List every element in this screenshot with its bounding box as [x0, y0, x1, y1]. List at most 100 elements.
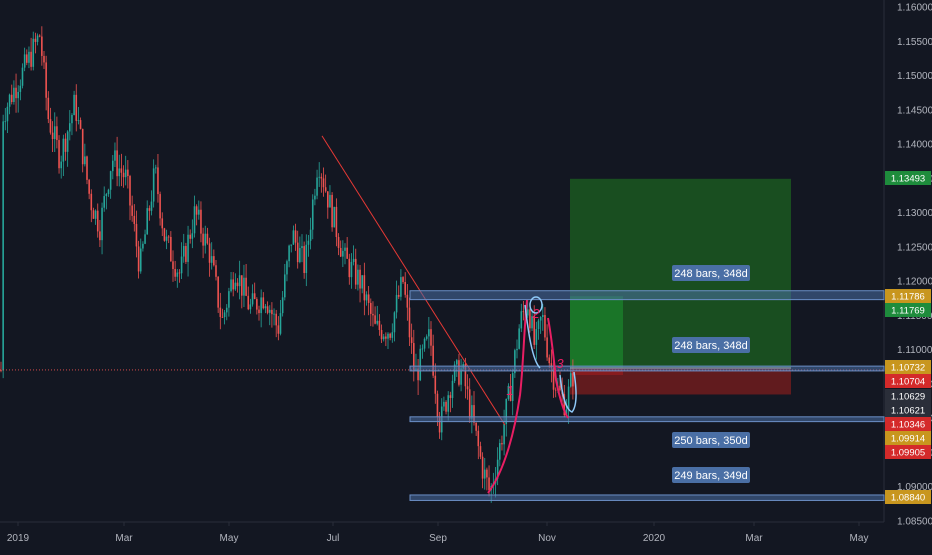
candle-body: [552, 367, 555, 390]
candle-body: [505, 398, 508, 425]
candles: [0, 26, 574, 503]
price-badge: [885, 445, 931, 459]
candle-body: [148, 208, 151, 211]
candle-body: [483, 469, 486, 479]
candle-body: [529, 309, 531, 329]
x-tick-label: Jul: [327, 533, 340, 544]
candle-body: [155, 167, 157, 169]
candle-body: [475, 422, 477, 431]
candle-body: [522, 311, 525, 313]
candle-body: [161, 218, 164, 229]
candle-body: [75, 94, 78, 121]
price-badge-label: 1.13493: [891, 174, 925, 185]
candle-body: [436, 393, 439, 417]
candle-body: [496, 459, 499, 479]
candle-body: [86, 156, 88, 180]
x-tick-label: May: [220, 533, 239, 544]
price-badge-label: 1.11786: [891, 292, 925, 303]
candle-body: [337, 237, 340, 248]
candle-body: [60, 161, 62, 169]
candle-body: [66, 131, 69, 152]
candle-body: [511, 373, 514, 401]
markup-circle: [529, 296, 543, 314]
candle-body: [376, 320, 379, 324]
candle-body: [348, 258, 351, 278]
candle-body: [10, 94, 13, 103]
price-badge: [885, 403, 931, 417]
candle-body: [96, 210, 99, 232]
candle-body: [49, 119, 52, 133]
zone-label: 248 bars, 348d: [674, 340, 747, 352]
markup-number: 1: [506, 383, 513, 398]
candle-body: [402, 277, 404, 283]
candle-body: [299, 248, 301, 263]
candle-body: [288, 245, 290, 262]
candle-body: [387, 333, 389, 339]
candle-body: [139, 248, 142, 272]
candle-body: [234, 282, 237, 290]
candle-body: [363, 275, 366, 301]
markup-curve: [559, 371, 577, 413]
x-tick-label: Sep: [429, 533, 447, 544]
price-badge: [885, 431, 931, 445]
candle-body: [550, 363, 553, 368]
candle-body: [385, 336, 387, 339]
markup-curve: [487, 299, 528, 494]
candle-body: [133, 215, 136, 224]
candle-body: [318, 176, 320, 178]
candle-body: [19, 85, 22, 92]
candle-body: [182, 246, 185, 257]
candle-body: [479, 446, 482, 457]
candle-body: [346, 247, 348, 259]
candle-body: [430, 329, 432, 346]
candle-body: [359, 269, 361, 289]
candle-body: [217, 276, 219, 308]
y-tick-label: 1.15500: [897, 37, 932, 48]
candle-body: [187, 234, 189, 262]
candle-body: [434, 375, 437, 394]
candle-body: [176, 272, 179, 277]
zone-label-box: [672, 337, 750, 353]
candle-body: [146, 208, 148, 235]
candle-body: [464, 364, 467, 387]
candle-body: [6, 106, 9, 122]
candle-body: [378, 320, 381, 330]
candle-body: [107, 189, 110, 195]
x-tick-label: May: [850, 533, 869, 544]
candle-body: [503, 424, 505, 445]
candle-body: [88, 179, 90, 194]
candle-body: [144, 234, 146, 244]
candle-body: [150, 201, 153, 211]
candle-body: [142, 243, 144, 249]
candle-body: [58, 140, 60, 169]
candle-body: [421, 348, 424, 350]
candle-body: [453, 364, 456, 381]
candle-body: [460, 368, 462, 385]
price-badge: [885, 303, 931, 317]
candle-body: [539, 317, 542, 321]
markup-number: 2: [531, 306, 540, 321]
candle-body: [292, 230, 295, 245]
candle-body: [509, 385, 512, 401]
candle-body: [223, 312, 226, 318]
candle-body: [531, 316, 533, 329]
candle-body: [303, 246, 305, 273]
candle-body: [247, 295, 250, 310]
candle-body: [451, 380, 454, 398]
candle-body: [51, 132, 54, 140]
candle-body: [53, 126, 56, 140]
candle-body: [316, 177, 318, 196]
candle-body: [449, 395, 452, 398]
candle-body: [468, 389, 471, 419]
candle-body: [370, 302, 372, 314]
candle-body: [251, 293, 254, 305]
candle-body: [124, 169, 127, 178]
candle-body: [225, 307, 228, 313]
candle-body: [408, 307, 411, 338]
support-resistance-zone: [409, 416, 885, 423]
candle-body: [41, 36, 43, 56]
price-badge-label: 1.10629: [891, 392, 925, 403]
zone-label: 249 bars, 349d: [674, 470, 747, 482]
